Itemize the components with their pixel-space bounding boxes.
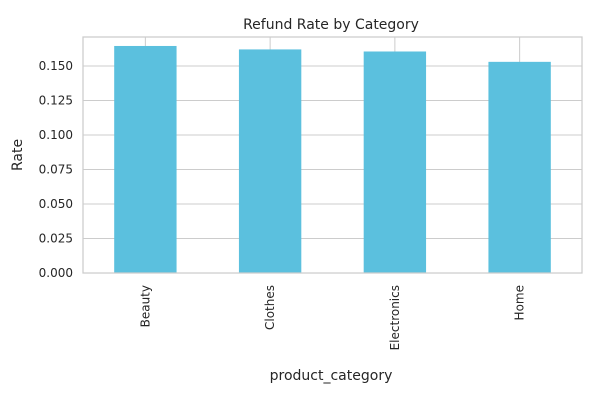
y-tick-labels: 0.000 0.025 0.050 0.075 0.100 0.125 0.150 [39,59,73,280]
y-tick-label: 0.025 [39,231,73,245]
x-axis-label: product_category [270,368,393,384]
y-tick-label: 0.150 [39,59,73,73]
y-tick-label: 0.100 [39,128,73,142]
x-tick-labels: Beauty Clothes Electronics Home [138,285,526,350]
x-tick-label: Beauty [138,285,152,327]
y-tick-label: 0.125 [39,93,73,107]
y-tick-label: 0.000 [39,266,73,280]
x-tick-label: Electronics [388,285,402,350]
bar-clothes [238,49,302,273]
plot-frame [82,36,583,274]
y-tick-label: 0.075 [39,162,73,176]
bar-home [488,61,551,274]
bar-layer [114,45,551,274]
bar-beauty [114,45,177,273]
x-tick-label: Clothes [263,285,277,330]
y-axis-label: Rate [10,139,26,171]
bar-electronics [363,51,427,273]
y-tick-label: 0.050 [39,197,73,211]
chart-title: Refund Rate by Category [243,17,419,33]
x-tick-label: Home [513,285,527,320]
